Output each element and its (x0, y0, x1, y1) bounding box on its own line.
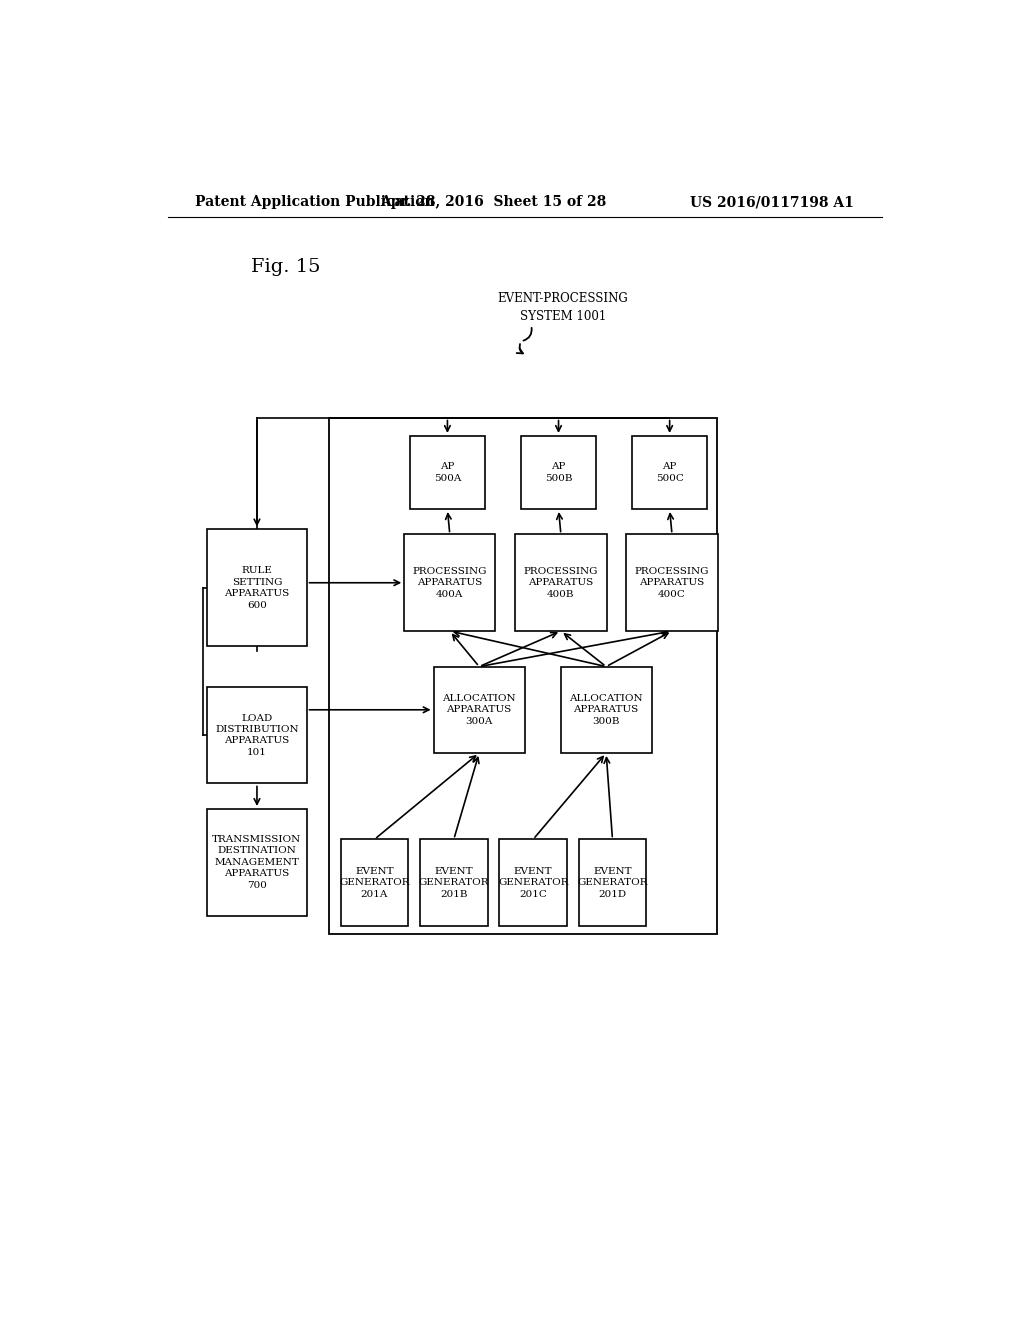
FancyBboxPatch shape (420, 840, 487, 925)
Text: US 2016/0117198 A1: US 2016/0117198 A1 (690, 195, 854, 209)
Text: RULE
SETTING
APPARATUS
600: RULE SETTING APPARATUS 600 (224, 566, 290, 610)
FancyBboxPatch shape (560, 667, 652, 752)
Text: EVENT
GENERATOR
201B: EVENT GENERATOR 201B (419, 867, 489, 899)
FancyBboxPatch shape (632, 436, 708, 510)
FancyBboxPatch shape (515, 535, 606, 631)
Text: PROCESSING
APPARATUS
400B: PROCESSING APPARATUS 400B (523, 566, 598, 599)
Text: EVENT-PROCESSING
SYSTEM 1001: EVENT-PROCESSING SYSTEM 1001 (498, 292, 629, 323)
FancyBboxPatch shape (579, 840, 646, 925)
FancyBboxPatch shape (341, 840, 409, 925)
FancyBboxPatch shape (521, 436, 596, 510)
Text: Apr. 28, 2016  Sheet 15 of 28: Apr. 28, 2016 Sheet 15 of 28 (380, 195, 606, 209)
Text: ALLOCATION
APPARATUS
300A: ALLOCATION APPARATUS 300A (442, 694, 516, 726)
Text: Patent Application Publication: Patent Application Publication (196, 195, 435, 209)
FancyBboxPatch shape (627, 535, 718, 631)
Text: TRANSMISSION
DESTINATION
MANAGEMENT
APPARATUS
700: TRANSMISSION DESTINATION MANAGEMENT APPA… (212, 834, 302, 890)
Text: ALLOCATION
APPARATUS
300B: ALLOCATION APPARATUS 300B (569, 694, 643, 726)
Text: AP
500C: AP 500C (655, 462, 684, 483)
Text: PROCESSING
APPARATUS
400A: PROCESSING APPARATUS 400A (413, 566, 487, 599)
Text: AP
500B: AP 500B (545, 462, 572, 483)
FancyBboxPatch shape (500, 840, 567, 925)
Text: PROCESSING
APPARATUS
400C: PROCESSING APPARATUS 400C (635, 566, 710, 599)
FancyBboxPatch shape (404, 535, 496, 631)
Text: LOAD
DISTRIBUTION
APPARATUS
101: LOAD DISTRIBUTION APPARATUS 101 (215, 714, 299, 756)
Text: EVENT
GENERATOR
201D: EVENT GENERATOR 201D (578, 867, 648, 899)
FancyBboxPatch shape (207, 529, 306, 647)
FancyBboxPatch shape (433, 667, 524, 752)
FancyBboxPatch shape (207, 809, 306, 916)
Text: EVENT
GENERATOR
201A: EVENT GENERATOR 201A (339, 867, 410, 899)
Text: Fig. 15: Fig. 15 (251, 259, 321, 276)
FancyBboxPatch shape (410, 436, 485, 510)
Text: EVENT
GENERATOR
201C: EVENT GENERATOR 201C (498, 867, 568, 899)
FancyBboxPatch shape (207, 686, 306, 784)
Text: AP
500A: AP 500A (434, 462, 461, 483)
